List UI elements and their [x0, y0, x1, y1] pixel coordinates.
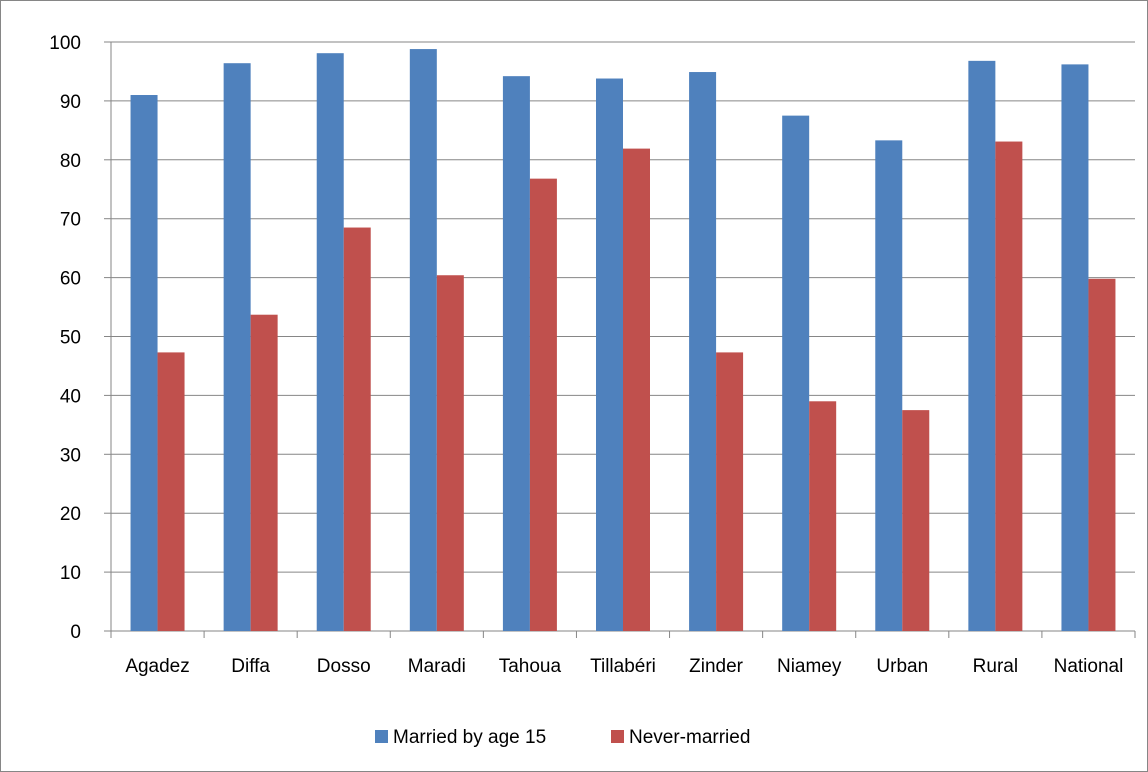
- y-tick-label: 70: [60, 210, 81, 231]
- legend-label: Married by age 15: [393, 727, 546, 748]
- y-tick-label: 50: [60, 328, 81, 349]
- x-tick-label: National: [1054, 656, 1124, 677]
- y-tick-label: 80: [60, 151, 81, 172]
- bar-never-married-diffa: [250, 314, 278, 631]
- y-tick-label: 40: [60, 386, 81, 407]
- bar-married-by-15-diffa: [223, 63, 251, 632]
- y-tick-label: 10: [60, 563, 81, 584]
- bar-married-by-15-tillabéri: [596, 78, 623, 631]
- x-tick-label: Dosso: [317, 656, 371, 677]
- bar-never-married-dosso: [343, 227, 371, 631]
- y-tick-label: 20: [60, 504, 81, 525]
- x-tick-label: Urban: [876, 656, 928, 677]
- x-tick-label: Rural: [973, 656, 1018, 677]
- bar-never-married-zinder: [716, 352, 744, 631]
- bar-never-married-maradi: [436, 275, 464, 631]
- bar-never-married-tillabéri: [623, 148, 650, 631]
- legend-swatch: [375, 730, 388, 743]
- bar-married-by-15-tahoua: [502, 76, 530, 632]
- bar-never-married-agadez: [157, 352, 185, 631]
- x-tick-label: Agadez: [125, 656, 189, 677]
- bar-never-married-tahoua: [529, 178, 557, 631]
- bar-married-by-15-maradi: [409, 49, 437, 632]
- y-tick-label: 0: [70, 622, 81, 643]
- x-tick-label: Tahoua: [499, 656, 562, 677]
- bar-married-by-15-agadez: [130, 95, 158, 631]
- bar-married-by-15-niamey: [782, 115, 810, 631]
- bar-never-married-urban: [902, 410, 930, 631]
- bar-never-married-niamey: [809, 401, 837, 631]
- y-tick-label: 60: [60, 269, 81, 290]
- bar-never-married-national: [1088, 278, 1116, 631]
- bar-married-by-15-rural: [968, 60, 996, 631]
- y-tick-label: 100: [49, 33, 81, 54]
- legend-swatch: [611, 730, 624, 743]
- bar-married-by-15-dosso: [316, 53, 344, 632]
- bars: [130, 49, 1116, 632]
- x-tick-label: Niamey: [777, 656, 842, 677]
- bar-never-married-rural: [995, 141, 1023, 631]
- y-tick-label: 30: [60, 445, 81, 466]
- x-tick-label: Diffa: [231, 656, 270, 677]
- y-tick-labels: 0 10 20 30 40 50 60 70 80 90 100: [49, 33, 81, 643]
- x-tick-labels: Agadez Diffa Dosso Maradi Tahoua Tillabéri Zin…: [125, 656, 1123, 677]
- y-tick-label: 90: [60, 92, 81, 113]
- x-tick-label: Maradi: [408, 656, 466, 677]
- x-tick-label: Zinder: [689, 656, 744, 677]
- legend: Married by age 15 Never-married: [375, 727, 750, 748]
- legend-label: Never-married: [629, 727, 750, 748]
- bar-married-by-15-national: [1061, 64, 1089, 631]
- bar-married-by-15-urban: [875, 140, 903, 631]
- x-tick-label: Tillabéri: [590, 656, 656, 677]
- bar-married-by-15-zinder: [689, 72, 717, 631]
